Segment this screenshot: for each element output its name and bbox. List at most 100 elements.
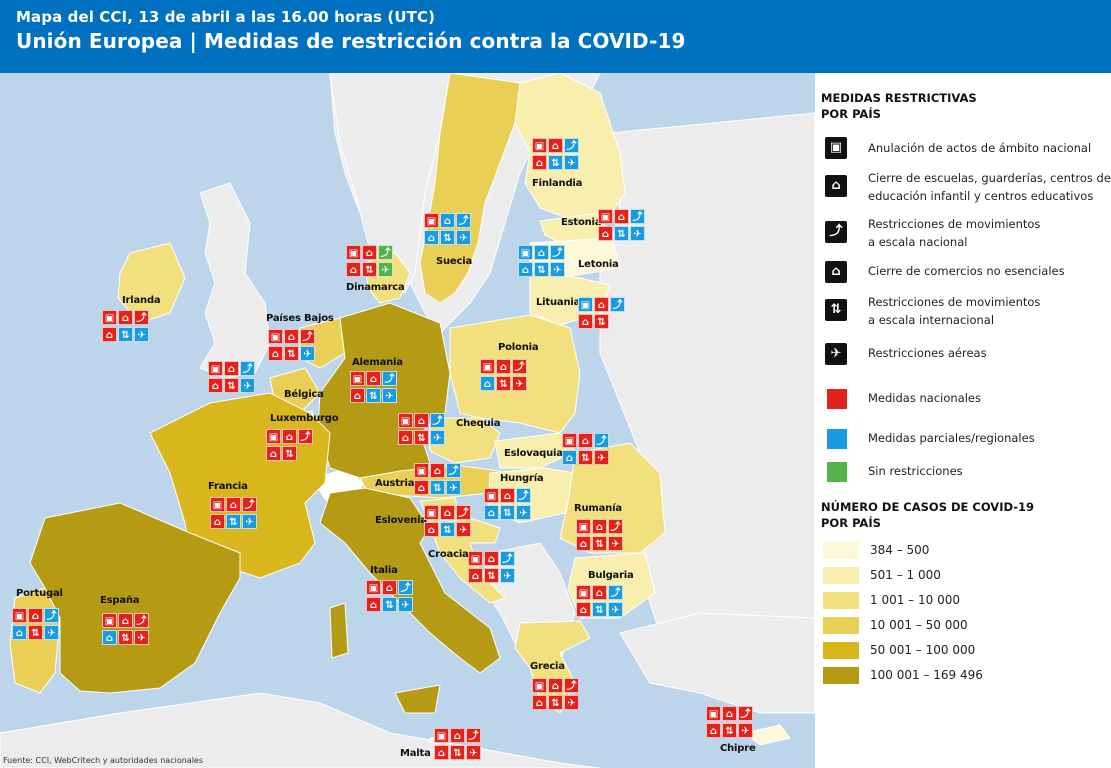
cases-label-5: 50 001 – 100 000: [870, 643, 976, 657]
cases-label-3: 1 001 – 10 000: [870, 593, 960, 607]
espana-arrows-updown-icon: ⇅: [118, 630, 133, 645]
portugal-store-icon: ⌂: [12, 625, 27, 640]
croacia-walking-person-icon: ⤴: [500, 551, 515, 566]
luxemburgo-store-icon: ⌂: [266, 446, 281, 461]
country-label-irlanda: Irlanda: [122, 295, 161, 306]
legend-measures-title: MEDIDAS RESTRICTIVAS: [821, 91, 977, 105]
estonia-airplane-icon: ✈: [630, 226, 645, 241]
paises_bajos-event-cancel-icon: ▣: [268, 329, 283, 344]
hungria-store-icon: ⌂: [484, 505, 499, 520]
suecia-arrows-updown-icon: ⇅: [440, 230, 455, 245]
country-irlanda: [117, 242, 186, 324]
chipre-arrows-updown-icon: ⇅: [722, 723, 737, 738]
eslovenia-school-icon: ⌂: [440, 505, 455, 520]
chequia-school-icon: ⌂: [414, 413, 429, 428]
croacia-arrows-updown-icon: ⇅: [484, 568, 499, 583]
country-suecia: [419, 73, 521, 304]
legend-national-swatch: [827, 389, 847, 409]
alemania-airplane-icon: ✈: [382, 388, 397, 403]
airplane-icon: ✈: [825, 343, 847, 365]
italia-school-icon: ⌂: [382, 580, 397, 595]
italia-arrows-updown-icon: ⇅: [382, 597, 397, 612]
cases-label-4: 10 001 – 50 000: [870, 618, 968, 632]
polonia-store-icon: ⌂: [480, 376, 495, 391]
croacia-school-icon: ⌂: [484, 551, 499, 566]
legend-regional: Medidas parciales/regionales: [868, 431, 1035, 445]
country-label-chipre: Chipre: [720, 743, 756, 754]
grecia-arrows-updown-icon: ⇅: [548, 695, 563, 710]
letonia-store-icon: ⌂: [518, 262, 533, 277]
polonia-walking-person-icon: ⤴: [512, 359, 527, 374]
cases-swatch-5: [823, 642, 859, 659]
chipre-event-cancel-icon: ▣: [706, 706, 721, 721]
country-label-luxemburgo: Luxemburgo: [270, 413, 339, 424]
dinamarca-school-icon: ⌂: [362, 245, 377, 260]
chequia-event-cancel-icon: ▣: [398, 413, 413, 428]
eslovaquia-walking-person-icon: ⤴: [594, 433, 609, 448]
estonia-arrows-updown-icon: ⇅: [614, 226, 629, 241]
eslovenia-event-cancel-icon: ▣: [424, 505, 439, 520]
eslovaquia-school-icon: ⌂: [578, 433, 593, 448]
alemania-event-cancel-icon: ▣: [350, 371, 365, 386]
legend-cases-title-2: POR PAÍS: [821, 516, 881, 530]
school-icon: ⌂: [825, 175, 847, 197]
legend-regional-swatch: [827, 429, 847, 449]
finlandia-event-cancel-icon: ▣: [532, 138, 547, 153]
austria-arrows-updown-icon: ⇅: [430, 480, 445, 495]
country-label-croacia: Croacia: [428, 549, 469, 560]
croacia-airplane-icon: ✈: [500, 568, 515, 583]
belgica-arrows-updown-icon: ⇅: [224, 378, 239, 393]
dinamarca-event-cancel-icon: ▣: [346, 245, 361, 260]
hungria-arrows-updown-icon: ⇅: [500, 505, 515, 520]
legend-measure-5b: a escala internacional: [868, 313, 995, 327]
country-label-eslovaquia: Eslovaquia: [504, 448, 563, 459]
finlandia-arrows-updown-icon: ⇅: [548, 155, 563, 170]
croacia-store-icon: ⌂: [468, 568, 483, 583]
rumania-school-icon: ⌂: [592, 519, 607, 534]
hungria-airplane-icon: ✈: [516, 505, 531, 520]
source-note: Fuente: CCI, WebCritech y autoridades na…: [3, 756, 204, 765]
francia-walking-person-icon: ⤴: [242, 497, 257, 512]
letonia-event-cancel-icon: ▣: [518, 245, 533, 260]
francia-airplane-icon: ✈: [242, 514, 257, 529]
italia-store-icon: ⌂: [366, 597, 381, 612]
cases-label-6: 100 001 – 169 496: [870, 668, 983, 682]
suecia-airplane-icon: ✈: [456, 230, 471, 245]
land-turkey: [619, 612, 815, 714]
irlanda-school-icon: ⌂: [118, 310, 133, 325]
cases-swatch-4: [823, 617, 859, 634]
country-label-finlandia: Finlandia: [532, 178, 583, 189]
map-area: Finlandia ▣ ⌂ ⤴ ⌂ ⇅ ✈ Suecia ▣ ⌂ ⤴ ⌂ ⇅ ✈ Estonia ▣ ⌂ ⤴ ⌂ ⇅ ✈…: [0, 73, 815, 768]
espana-airplane-icon: ✈: [134, 630, 149, 645]
country-label-letonia: Letonia: [578, 259, 619, 270]
country-label-lituania: Lituania: [536, 297, 581, 308]
finlandia-walking-person-icon: ⤴: [564, 138, 579, 153]
suecia-event-cancel-icon: ▣: [424, 213, 439, 228]
letonia-arrows-updown-icon: ⇅: [534, 262, 549, 277]
malta-store-icon: ⌂: [434, 745, 449, 760]
malta-airplane-icon: ✈: [466, 745, 481, 760]
portugal-arrows-updown-icon: ⇅: [28, 625, 43, 640]
luxemburgo-walking-person-icon: ⤴: [298, 429, 313, 444]
lituania-arrows-updown-icon: ⇅: [594, 314, 609, 329]
legend-none-swatch: [827, 462, 847, 482]
portugal-event-cancel-icon: ▣: [12, 608, 27, 623]
belgica-airplane-icon: ✈: [240, 378, 255, 393]
francia-store-icon: ⌂: [210, 514, 225, 529]
hungria-walking-person-icon: ⤴: [516, 488, 531, 503]
walking-person-icon: ⤴: [825, 221, 847, 243]
legend-measure-1: Anulación de actos de ámbito nacional: [868, 141, 1092, 155]
bulgaria-walking-person-icon: ⤴: [608, 585, 623, 600]
country-chequia: [429, 417, 501, 464]
lituania-walking-person-icon: ⤴: [610, 297, 625, 312]
rumania-event-cancel-icon: ▣: [576, 519, 591, 534]
eslovenia-airplane-icon: ✈: [456, 522, 471, 537]
chipre-school-icon: ⌂: [722, 706, 737, 721]
country-label-portugal: Portugal: [16, 588, 63, 599]
eslovenia-arrows-updown-icon: ⇅: [440, 522, 455, 537]
bulgaria-school-icon: ⌂: [592, 585, 607, 600]
finlandia-store-icon: ⌂: [532, 155, 547, 170]
italia-walking-person-icon: ⤴: [398, 580, 413, 595]
country-label-grecia: Grecia: [530, 661, 565, 672]
country-label-polonia: Polonia: [498, 342, 539, 353]
